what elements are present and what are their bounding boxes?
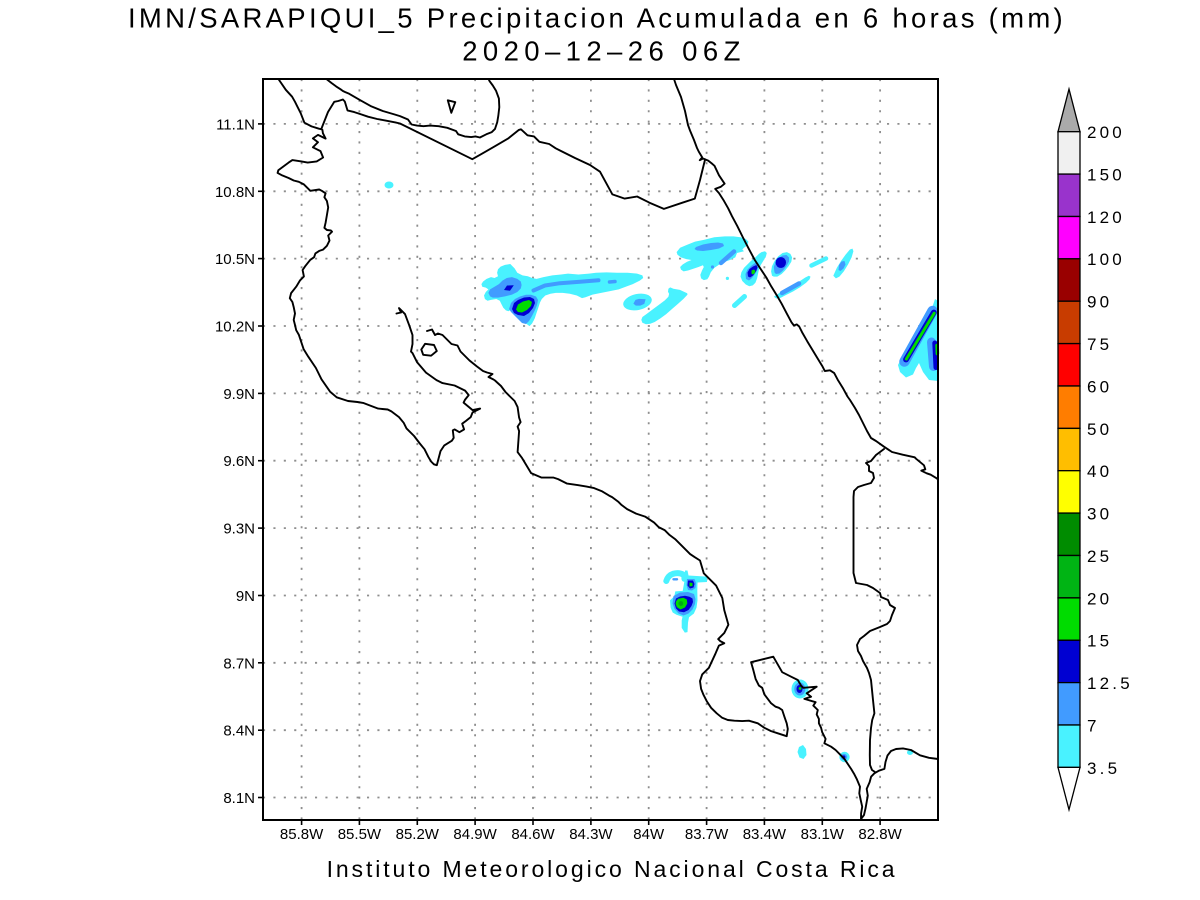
svg-text:85.8W: 85.8W <box>280 826 324 843</box>
svg-text:9.9N: 9.9N <box>223 386 255 403</box>
svg-text:12.5: 12.5 <box>1087 674 1133 693</box>
svg-text:10.8N: 10.8N <box>215 184 255 201</box>
svg-text:Instituto Meteorologico Naci: Instituto Meteorologico Nacional Costa R… <box>327 856 898 882</box>
svg-text:8.7N: 8.7N <box>223 655 255 672</box>
svg-text:9.6N: 9.6N <box>223 453 255 470</box>
svg-text:120: 120 <box>1087 208 1125 227</box>
svg-text:10.2N: 10.2N <box>215 319 255 336</box>
svg-text:IMN/SARAPIQUI_5 Precipitacion: IMN/SARAPIQUI_5 Precipitacion Acumulada … <box>128 3 1066 34</box>
svg-text:3.5: 3.5 <box>1087 759 1120 778</box>
svg-text:9N: 9N <box>236 588 255 605</box>
svg-text:60: 60 <box>1087 377 1112 396</box>
svg-text:85.2W: 85.2W <box>396 826 440 843</box>
svg-text:82.8W: 82.8W <box>858 826 902 843</box>
svg-text:7: 7 <box>1087 716 1100 735</box>
svg-text:40: 40 <box>1087 462 1112 481</box>
svg-text:25: 25 <box>1087 547 1112 566</box>
svg-text:11.1N: 11.1N <box>216 116 255 133</box>
svg-text:84.9W: 84.9W <box>453 826 497 843</box>
svg-text:84.3W: 84.3W <box>569 826 613 843</box>
svg-text:84W: 84W <box>633 826 665 843</box>
svg-text:2020–12–26 06Z: 2020–12–26 06Z <box>462 36 746 67</box>
svg-text:15: 15 <box>1087 632 1112 651</box>
svg-text:85.5W: 85.5W <box>338 826 382 843</box>
svg-text:50: 50 <box>1087 420 1112 439</box>
svg-text:200: 200 <box>1087 123 1125 142</box>
svg-text:9.3N: 9.3N <box>223 521 255 538</box>
svg-text:100: 100 <box>1087 250 1125 269</box>
svg-text:84.6W: 84.6W <box>511 826 555 843</box>
svg-text:83.4W: 83.4W <box>743 826 787 843</box>
svg-text:10.5N: 10.5N <box>215 251 255 268</box>
svg-text:83.1W: 83.1W <box>801 826 845 843</box>
svg-text:75: 75 <box>1087 335 1112 354</box>
svg-text:90: 90 <box>1087 293 1112 312</box>
svg-text:83.7W: 83.7W <box>685 826 729 843</box>
svg-text:30: 30 <box>1087 505 1112 524</box>
svg-text:20: 20 <box>1087 589 1112 608</box>
svg-text:8.1N: 8.1N <box>223 790 255 807</box>
svg-text:8.4N: 8.4N <box>223 723 255 740</box>
svg-text:150: 150 <box>1087 166 1125 185</box>
